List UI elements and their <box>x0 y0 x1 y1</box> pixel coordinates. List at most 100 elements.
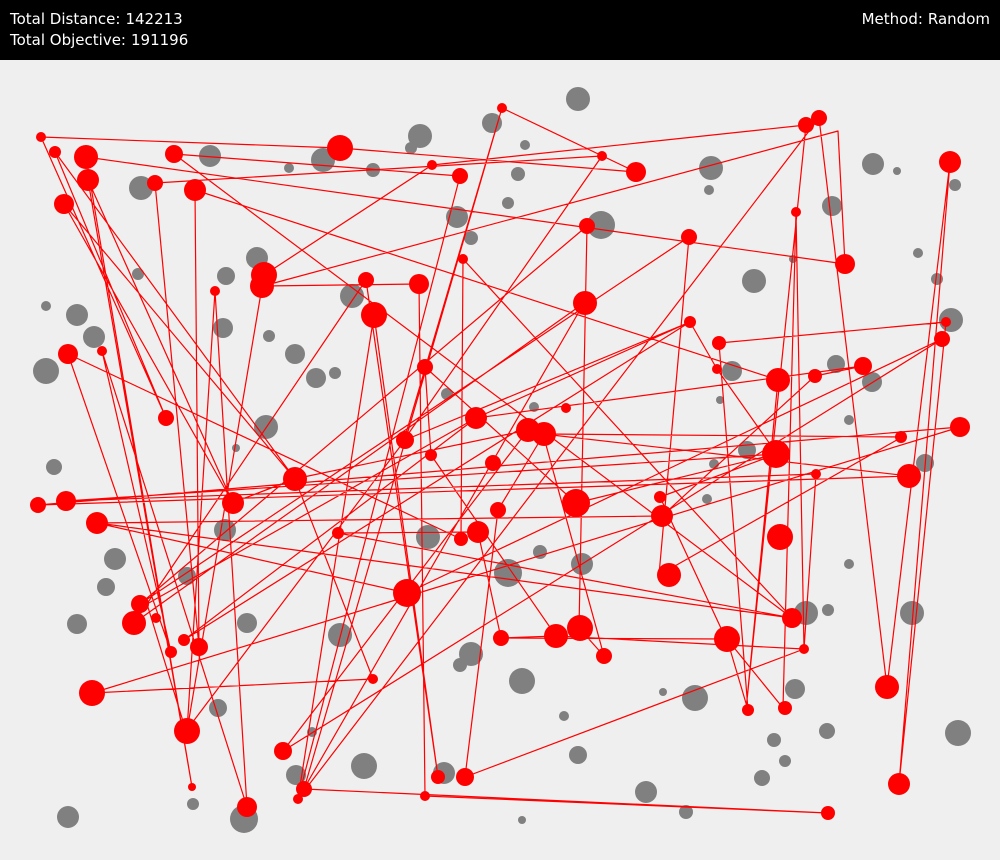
unvisited-node <box>566 87 590 111</box>
visited-node <box>188 783 196 791</box>
visited-node <box>835 254 855 274</box>
visited-node <box>368 674 378 684</box>
unvisited-node <box>559 711 569 721</box>
unvisited-node <box>520 140 530 150</box>
visited-node <box>888 773 910 795</box>
visited-node <box>950 417 970 437</box>
visited-node <box>147 175 163 191</box>
visited-node <box>934 331 950 347</box>
visited-node <box>596 648 612 664</box>
visited-node <box>86 512 108 534</box>
visited-node <box>714 626 740 652</box>
unvisited-node <box>66 304 88 326</box>
unvisited-nodes <box>33 87 971 833</box>
unvisited-node <box>104 548 126 570</box>
visited-node <box>184 179 206 201</box>
visited-node <box>97 346 107 356</box>
unvisited-node <box>213 318 233 338</box>
visited-node <box>30 497 46 513</box>
unvisited-node <box>679 805 693 819</box>
unvisited-node <box>67 614 87 634</box>
visited-node <box>79 680 105 706</box>
unvisited-node <box>97 578 115 596</box>
unvisited-node <box>33 358 59 384</box>
visited-node <box>651 505 673 527</box>
visited-node <box>767 524 793 550</box>
visited-node <box>811 110 827 126</box>
visited-node <box>361 302 387 328</box>
visited-node <box>77 169 99 191</box>
visited-node <box>939 151 961 173</box>
total-distance-label: Total Distance: <box>10 10 121 28</box>
unvisited-node <box>41 301 51 311</box>
unvisited-node <box>405 142 417 154</box>
visited-node <box>425 449 437 461</box>
unvisited-node <box>284 163 294 173</box>
visited-node <box>358 272 374 288</box>
visited-node <box>808 369 822 383</box>
visited-node <box>712 364 722 374</box>
unvisited-node <box>893 167 901 175</box>
visited-node <box>56 491 76 511</box>
visited-node <box>895 431 907 443</box>
unvisited-node <box>742 269 766 293</box>
visited-node <box>799 644 809 654</box>
visited-node <box>454 532 468 546</box>
visited-node <box>327 135 353 161</box>
visited-node <box>854 357 872 375</box>
visited-node <box>485 455 501 471</box>
visited-nodes <box>30 103 970 820</box>
visited-node <box>250 274 274 298</box>
unvisited-node <box>329 367 341 379</box>
visited-node <box>597 151 607 161</box>
visited-node <box>467 521 489 543</box>
visited-node <box>562 489 590 517</box>
visited-node <box>798 117 814 133</box>
visited-node <box>452 168 468 184</box>
visited-node <box>427 160 437 170</box>
unvisited-node <box>237 613 257 633</box>
unvisited-node <box>132 268 144 280</box>
unvisited-node <box>482 113 502 133</box>
visited-node <box>222 492 244 514</box>
unvisited-node <box>699 156 723 180</box>
unvisited-node <box>263 330 275 342</box>
unvisited-node <box>949 179 961 191</box>
unvisited-node <box>509 668 535 694</box>
unvisited-node <box>587 211 615 239</box>
unvisited-node <box>844 559 854 569</box>
unvisited-node <box>767 733 781 747</box>
unvisited-node <box>83 326 105 348</box>
visited-node <box>210 286 220 296</box>
unvisited-node <box>945 720 971 746</box>
visited-node <box>762 440 790 468</box>
unvisited-node <box>569 746 587 764</box>
visited-node <box>567 615 593 641</box>
total-objective-label: Total Objective: <box>10 31 126 49</box>
unvisited-node <box>459 642 483 666</box>
unvisited-node <box>682 685 708 711</box>
unvisited-node <box>862 372 882 392</box>
unvisited-node <box>408 124 432 148</box>
visited-node <box>122 611 146 635</box>
unvisited-node <box>217 267 235 285</box>
visited-node <box>131 595 149 613</box>
unvisited-node <box>46 459 62 475</box>
unvisited-node <box>822 196 842 216</box>
unvisited-node <box>819 723 835 739</box>
visited-node <box>497 103 507 113</box>
unvisited-node <box>453 658 467 672</box>
visited-node <box>54 194 74 214</box>
unvisited-node <box>518 816 526 824</box>
visited-node <box>393 579 421 607</box>
unvisited-node <box>285 344 305 364</box>
unvisited-node <box>340 284 364 308</box>
map-canvas[interactable] <box>0 60 1000 860</box>
visited-node <box>420 791 430 801</box>
visited-node <box>283 467 307 491</box>
visited-node <box>409 274 429 294</box>
visited-node <box>178 634 190 646</box>
visited-node <box>684 316 696 328</box>
method-label: Method: <box>861 10 923 28</box>
visited-node <box>74 145 98 169</box>
